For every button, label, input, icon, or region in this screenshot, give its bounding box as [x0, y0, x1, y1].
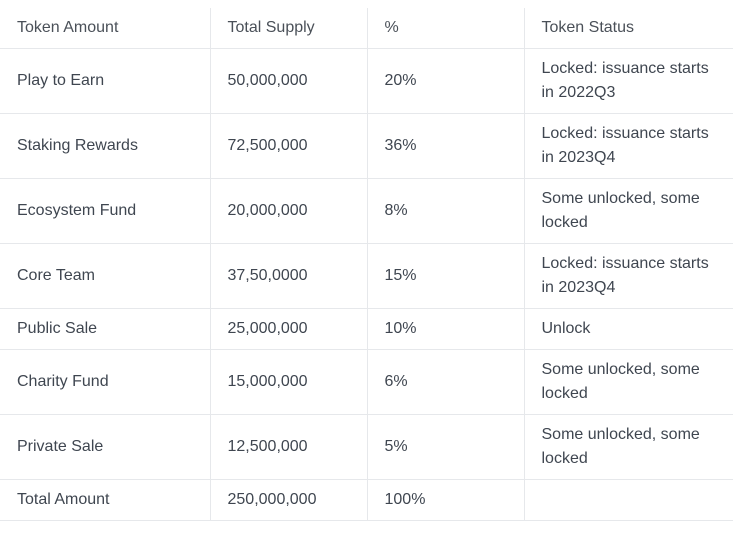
table-row: Charity Fund 15,000,000 6% Some unlocked… — [0, 349, 733, 415]
cell-percent: 100% — [367, 479, 525, 521]
header-token-amount: Token Amount — [0, 8, 211, 49]
table-row: Core Team 37,50,0000 15% Locked: issuanc… — [0, 243, 733, 309]
cell-percent: 36% — [367, 113, 525, 179]
cell-percent: 10% — [367, 308, 525, 350]
header-total-supply: Total Supply — [210, 8, 368, 49]
cell-total-supply: 37,50,0000 — [210, 243, 368, 309]
cell-token-amount: Total Amount — [0, 479, 211, 521]
table-total-row: Total Amount 250,000,000 100% — [0, 479, 733, 521]
cell-percent: 15% — [367, 243, 525, 309]
cell-token-status: Unlock — [524, 308, 733, 350]
cell-percent: 6% — [367, 349, 525, 415]
table-row: Ecosystem Fund 20,000,000 8% Some unlock… — [0, 178, 733, 244]
cell-token-status: Locked: issuance starts in 2023Q4 — [524, 243, 733, 309]
cell-total-supply: 250,000,000 — [210, 479, 368, 521]
cell-token-amount: Play to Earn — [0, 48, 211, 114]
cell-token-status: Locked: issuance starts in 2022Q3 — [524, 48, 733, 114]
cell-percent: 8% — [367, 178, 525, 244]
header-token-status: Token Status — [524, 8, 733, 49]
cell-token-status — [524, 479, 733, 521]
cell-token-status: Some unlocked, some locked — [524, 349, 733, 415]
cell-token-amount: Charity Fund — [0, 349, 211, 415]
table-header-row: Token Amount Total Supply % Token Status — [0, 8, 733, 49]
header-percent: % — [367, 8, 525, 49]
cell-token-amount: Private Sale — [0, 414, 211, 480]
cell-token-status: Locked: issuance starts in 2023Q4 — [524, 113, 733, 179]
cell-token-amount: Core Team — [0, 243, 211, 309]
cell-token-status: Some unlocked, some locked — [524, 178, 733, 244]
table-row: Play to Earn 50,000,000 20% Locked: issu… — [0, 48, 733, 114]
cell-percent: 20% — [367, 48, 525, 114]
cell-percent: 5% — [367, 414, 525, 480]
cell-token-amount: Ecosystem Fund — [0, 178, 211, 244]
token-allocation-table: Token Amount Total Supply % Token Status… — [0, 8, 733, 521]
cell-token-status: Some unlocked, some locked — [524, 414, 733, 480]
cell-token-amount: Public Sale — [0, 308, 211, 350]
table-row: Private Sale 12,500,000 5% Some unlocked… — [0, 414, 733, 480]
cell-token-amount: Staking Rewards — [0, 113, 211, 179]
cell-total-supply: 50,000,000 — [210, 48, 368, 114]
cell-total-supply: 25,000,000 — [210, 308, 368, 350]
cell-total-supply: 15,000,000 — [210, 349, 368, 415]
cell-total-supply: 12,500,000 — [210, 414, 368, 480]
cell-total-supply: 20,000,000 — [210, 178, 368, 244]
table-row: Staking Rewards 72,500,000 36% Locked: i… — [0, 113, 733, 179]
table-row: Public Sale 25,000,000 10% Unlock — [0, 308, 733, 350]
cell-total-supply: 72,500,000 — [210, 113, 368, 179]
